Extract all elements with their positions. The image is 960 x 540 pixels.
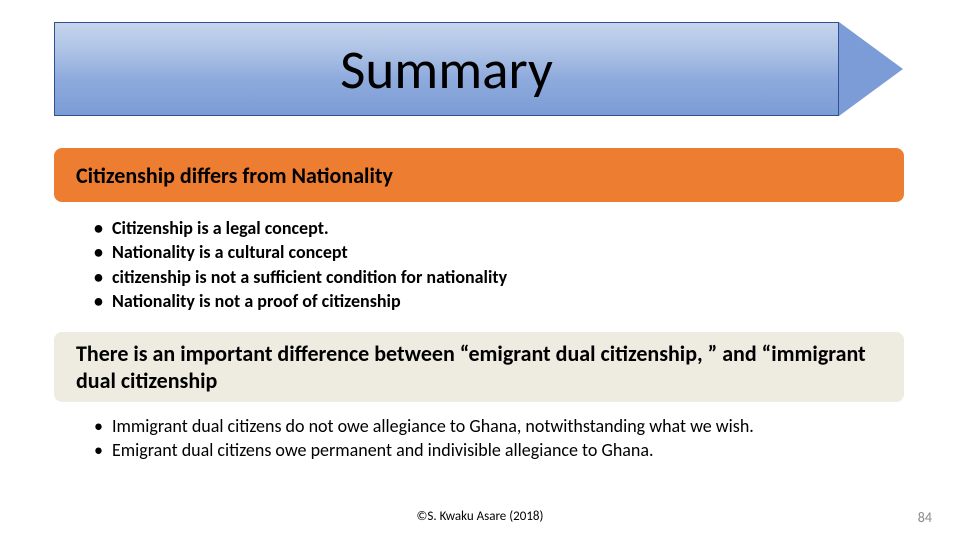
section-heading-2-text: There is an important difference between… — [76, 340, 882, 395]
section-2-bullets: Immigrant dual citizens do not owe alleg… — [94, 414, 904, 463]
section-heading-2: There is an important difference between… — [54, 332, 904, 402]
title-banner-rect: Summary — [54, 22, 839, 116]
list-item: citizenship is not a sufficient conditio… — [94, 265, 904, 289]
chevron-right-icon — [839, 22, 903, 116]
footer-copyright: ©S. Kwaku Asare (2018) — [0, 509, 960, 524]
list-item: Nationality is not a proof of citizenshi… — [94, 289, 904, 313]
slide-title: Summary — [340, 36, 553, 103]
list-item: Citizenship is a legal concept. — [94, 216, 904, 240]
list-item: Immigrant dual citizens do not owe alleg… — [94, 414, 904, 438]
list-item: Emigrant dual citizens owe permanent and… — [94, 438, 904, 462]
title-banner: Summary — [54, 22, 904, 116]
list-item: Nationality is a cultural concept — [94, 240, 904, 264]
slide: Summary Citizenship differs from Nationa… — [0, 0, 960, 540]
page-number: 84 — [918, 509, 932, 526]
section-heading-1: Citizenship differs from Nationality — [54, 148, 904, 202]
section-heading-1-text: Citizenship differs from Nationality — [76, 162, 393, 189]
section-1-bullets: Citizenship is a legal concept. National… — [94, 216, 904, 313]
